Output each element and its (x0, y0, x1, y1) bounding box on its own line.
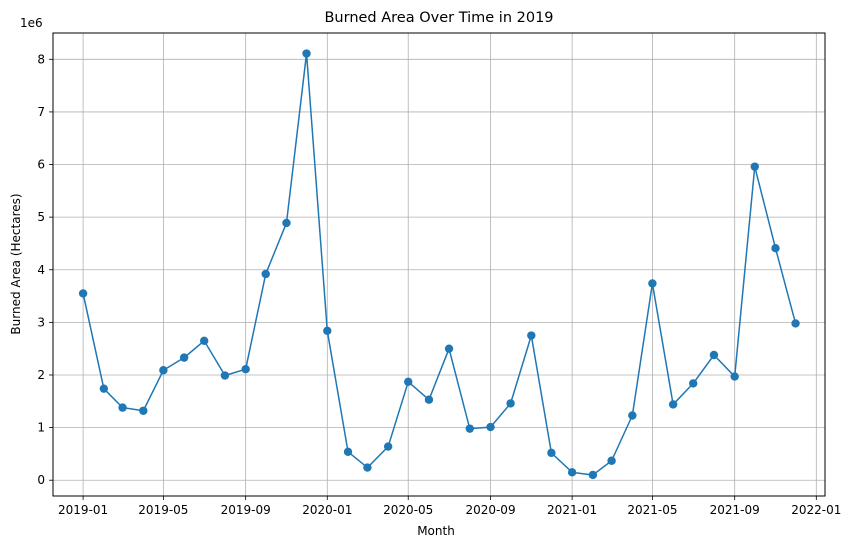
data-point (199, 336, 209, 345)
data-point (588, 470, 598, 480)
data-point (689, 379, 698, 388)
data-point (99, 384, 109, 393)
y-tick-label: 1 (37, 421, 45, 435)
x-tick-label: 2019-05 (138, 503, 188, 517)
data-point (648, 279, 657, 288)
data-point (791, 319, 800, 328)
y-tick-label: 7 (37, 105, 45, 119)
data-point (465, 424, 474, 433)
data-point (282, 218, 291, 228)
data-point (750, 162, 759, 171)
x-tick-label: 2020-01 (302, 503, 352, 517)
data-point (302, 49, 311, 58)
x-tick-label: 2021-09 (710, 503, 760, 517)
data-point (343, 447, 353, 457)
series-layer (78, 49, 800, 480)
data-point (486, 422, 495, 432)
y-axis: 0 1 2 3 4 5 6 7 8 (37, 52, 53, 487)
plot-frame (52, 32, 826, 497)
chart-title: Burned Area Over Time in 2019 (324, 10, 553, 26)
data-point (709, 350, 719, 360)
x-tick-label: 2020-05 (383, 503, 433, 517)
data-point (78, 289, 88, 298)
x-tick-label: 2021-01 (547, 503, 597, 517)
data-point (607, 456, 616, 465)
y-tick-label: 3 (37, 315, 45, 329)
y-tick-label: 6 (37, 158, 45, 172)
data-point (159, 366, 168, 375)
y-tick-label: 0 (37, 473, 45, 487)
x-tick-label: 2020-09 (465, 503, 515, 517)
data-point (220, 371, 230, 380)
data-point (527, 331, 536, 340)
x-tick-label: 2019-09 (221, 503, 271, 517)
x-tick-label: 2022-01 (791, 503, 841, 517)
y-tick-label: 5 (37, 210, 45, 224)
data-point (424, 395, 434, 404)
data-point (567, 468, 577, 477)
data-point (628, 411, 637, 420)
data-point (444, 344, 454, 353)
data-point (241, 365, 250, 374)
data-point (383, 442, 393, 451)
data-point (668, 400, 678, 409)
x-axis-title: Month (417, 524, 455, 538)
data-point (179, 353, 189, 362)
y-tick-label: 2 (37, 368, 45, 382)
y-tick-label: 4 (37, 263, 45, 277)
series-line (82, 52, 797, 476)
data-point (730, 372, 739, 381)
data-point (118, 403, 127, 412)
y-tick-label: 8 (37, 52, 45, 66)
y-offset-label: 1e6 (20, 16, 43, 30)
data-point (404, 377, 413, 387)
data-point (323, 326, 332, 335)
data-point (547, 448, 556, 458)
data-point (363, 463, 372, 472)
x-tick-label: 2021-05 (627, 503, 677, 517)
data-point (506, 399, 515, 408)
x-tick-label: 2019-01 (58, 503, 108, 517)
y-axis-title: Burned Area (Hectares) (9, 193, 23, 334)
data-point (771, 243, 780, 253)
x-axis: 2019-01 2019-05 2019-09 2020-01 2020-05 2020-… (58, 496, 841, 517)
plot-background (53, 33, 825, 496)
data-point (261, 269, 270, 279)
data-point (139, 406, 148, 415)
